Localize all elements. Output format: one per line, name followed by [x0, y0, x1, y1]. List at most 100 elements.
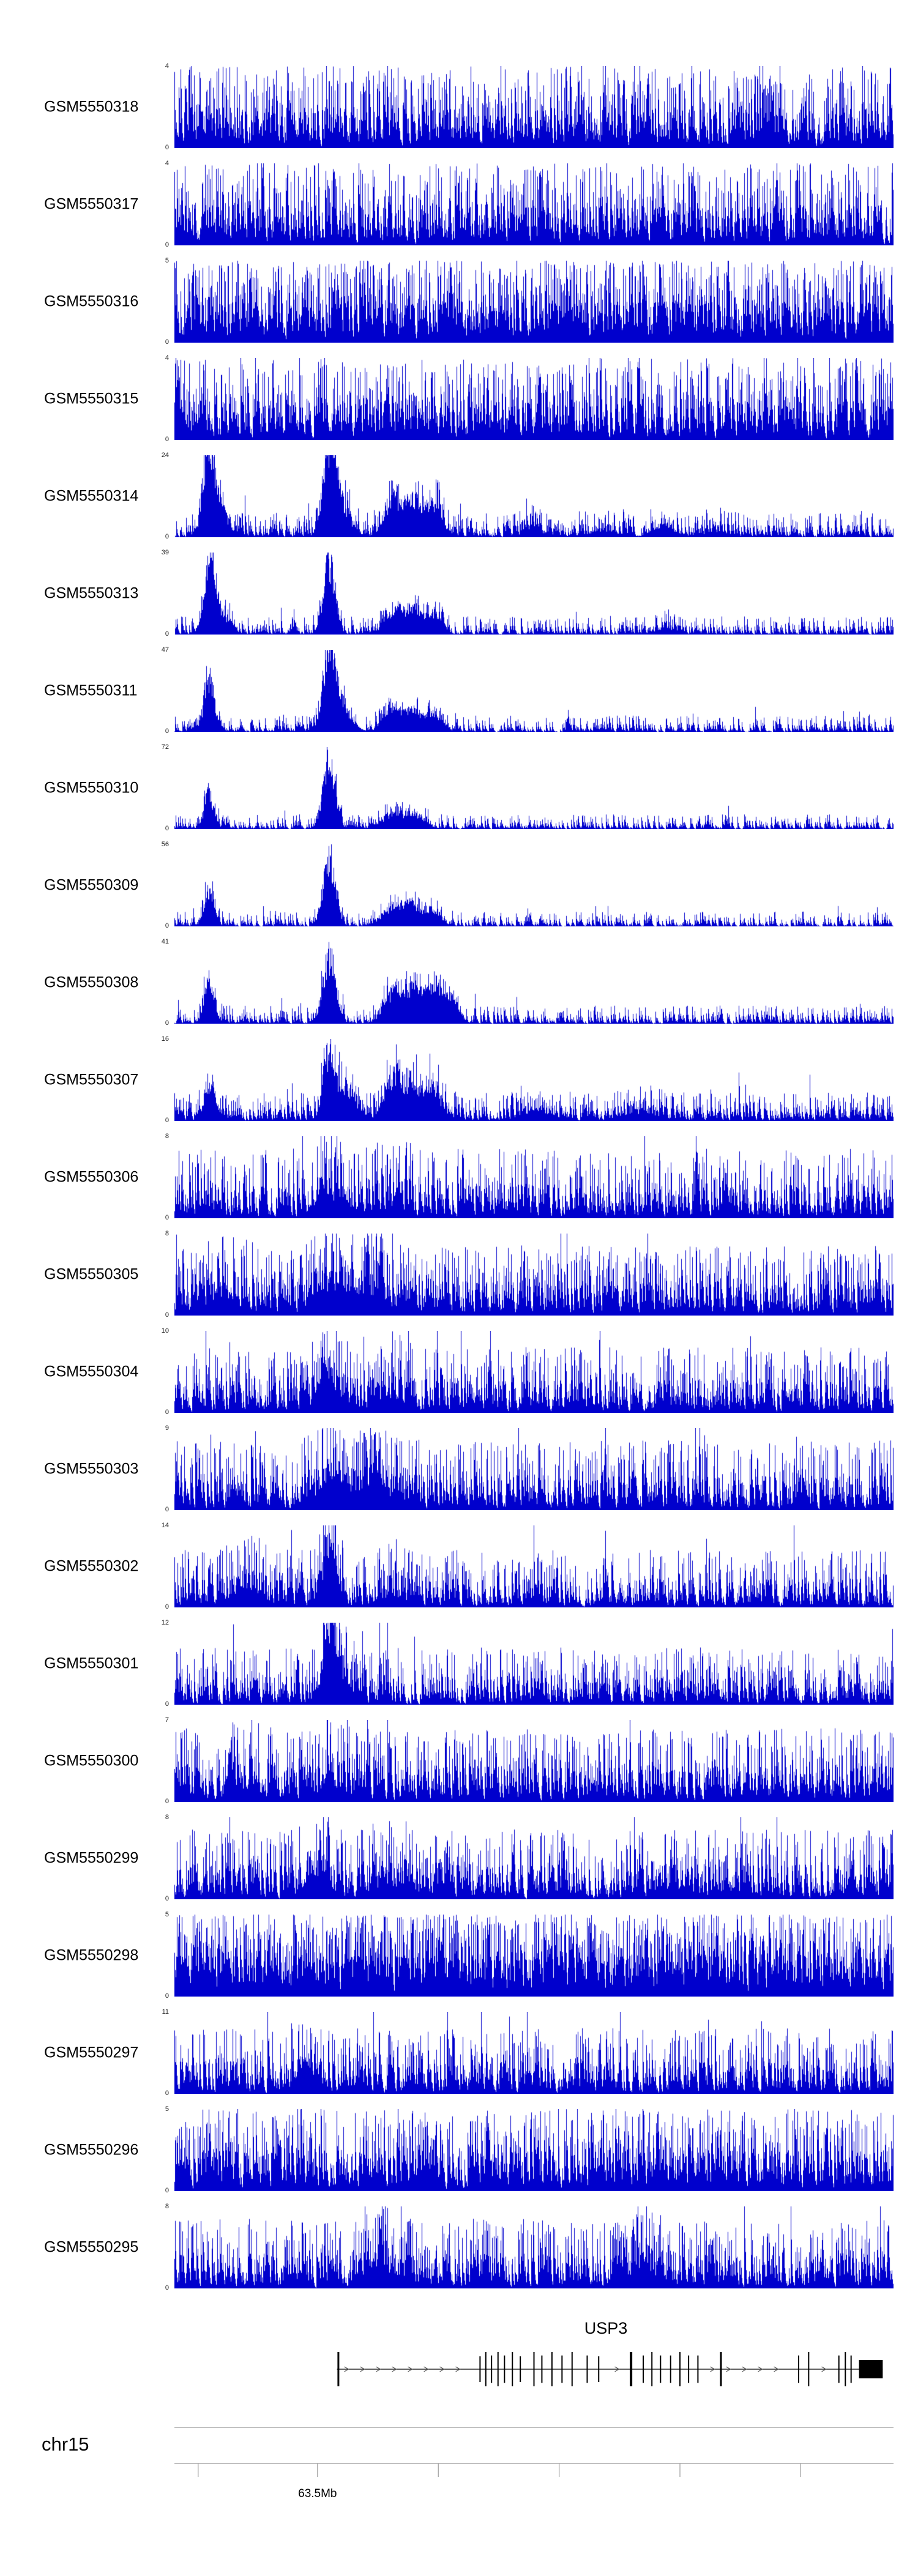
coverage-plot-GSM5550296	[174, 2109, 894, 2191]
track-label: GSM5550300	[44, 1752, 139, 1770]
coverage-plot-GSM5550315	[174, 358, 894, 440]
coverage-plot-GSM5550311	[174, 650, 894, 732]
y-axis-zero-label: 0	[165, 338, 169, 346]
y-axis-zero-label: 0	[165, 1603, 169, 1610]
track-label: GSM5550307	[44, 1071, 139, 1089]
y-axis-max-label: 12	[161, 1619, 169, 1626]
y-axis-max-label: 39	[161, 549, 169, 556]
coverage-plot-GSM5550306	[174, 1136, 894, 1218]
track-row-GSM5550300: GSM5550300 7 0	[0, 1716, 918, 1805]
coverage-plot-GSM5550300	[174, 1720, 894, 1802]
track-row-GSM5550304: GSM5550304 10 0	[0, 1328, 918, 1416]
coverage-plot-GSM5550297	[174, 2012, 894, 2094]
track-row-GSM5550297: GSM5550297 11 0	[0, 2009, 918, 2097]
track-row-GSM5550306: GSM5550306 8 0	[0, 1133, 918, 1221]
coverage-plot-GSM5550295	[174, 2206, 894, 2288]
track-label: GSM5550299	[44, 1849, 139, 1867]
y-axis-zero-label: 0	[165, 1992, 169, 2000]
y-axis-max-label: 16	[161, 1035, 169, 1043]
track-label: GSM5550302	[44, 1557, 139, 1575]
track-row-GSM5550314: GSM5550314 24 0	[0, 452, 918, 540]
track-row-GSM5550315: GSM5550315 4 0	[0, 354, 918, 443]
y-axis-max-label: 4	[165, 354, 169, 362]
y-axis-zero-label: 0	[165, 922, 169, 929]
y-axis-max-label: 5	[165, 257, 169, 264]
y-axis-zero-label: 0	[165, 436, 169, 443]
y-axis-max-label: 14	[161, 1522, 169, 1529]
y-axis-zero-label: 0	[165, 2284, 169, 2291]
track-row-GSM5550308: GSM5550308 41 0	[0, 938, 918, 1027]
track-row-GSM5550301: GSM5550301 12 0	[0, 1619, 918, 1708]
y-axis-max-label: 7	[165, 1716, 169, 1724]
chromosome-ruler: chr15 63.5Mb	[0, 2420, 918, 2542]
y-axis-zero-label: 0	[165, 1798, 169, 1805]
track-label: GSM5550318	[44, 98, 139, 116]
y-axis-max-label: 5	[165, 2105, 169, 2113]
y-axis-zero-label: 0	[165, 1311, 169, 1319]
coverage-plot-GSM5550303	[174, 1428, 894, 1510]
track-label: GSM5550298	[44, 1946, 139, 1964]
track-label: GSM5550303	[44, 1460, 139, 1478]
y-axis-zero-label: 0	[165, 2187, 169, 2194]
track-label: GSM5550309	[44, 876, 139, 894]
coverage-tracks: GSM5550318 4 0 GSM5550317 4 0 GSM5550316 5 0 GSM5…	[0, 62, 918, 2304]
coverage-plot-GSM5550304	[174, 1331, 894, 1413]
ruler-axis: 63.5Mb	[174, 2463, 894, 2500]
y-axis-max-label: 4	[165, 62, 169, 70]
gene-name-label: USP3	[584, 2319, 628, 2337]
y-axis-max-label: 8	[165, 1814, 169, 1821]
track-row-GSM5550303: GSM5550303 9 0	[0, 1425, 918, 1513]
y-axis-max-label: 41	[161, 938, 169, 945]
track-row-GSM5550298: GSM5550298 5 0	[0, 1911, 918, 2000]
track-label: GSM5550296	[44, 2141, 139, 2159]
coverage-plot-GSM5550307	[174, 1039, 894, 1121]
coverage-plot-GSM5550314	[174, 455, 894, 537]
y-axis-max-label: 8	[165, 2203, 169, 2210]
track-label: GSM5550311	[44, 682, 138, 699]
track-label: GSM5550306	[44, 1168, 139, 1186]
coverage-plot-GSM5550301	[174, 1623, 894, 1705]
y-axis-max-label: 72	[161, 743, 169, 751]
y-axis-max-label: 8	[165, 1133, 169, 1140]
coverage-plot-GSM5550316	[174, 261, 894, 343]
track-row-GSM5550302: GSM5550302 14 0	[0, 1522, 918, 1610]
svg-text:63.5Mb: 63.5Mb	[298, 2487, 337, 2500]
y-axis-zero-label: 0	[165, 1409, 169, 1416]
coverage-plot-GSM5550308	[174, 942, 894, 1024]
y-axis-max-label: 24	[161, 452, 169, 459]
y-axis-zero-label: 0	[165, 1214, 169, 1221]
track-label: GSM5550314	[44, 487, 139, 505]
y-axis-max-label: 8	[165, 1230, 169, 1237]
track-row-GSM5550313: GSM5550313 39 0	[0, 549, 918, 638]
y-axis-zero-label: 0	[165, 1117, 169, 1124]
coverage-plot-GSM5550313	[174, 553, 894, 635]
track-row-GSM5550295: GSM5550295 8 0	[0, 2203, 918, 2291]
track-row-GSM5550311: GSM5550311 47 0	[0, 646, 918, 735]
track-label: GSM5550308	[44, 973, 139, 991]
y-axis-zero-label: 0	[165, 630, 169, 638]
track-label: GSM5550310	[44, 779, 139, 797]
y-axis-zero-label: 0	[165, 144, 169, 151]
coverage-plot-GSM5550318	[174, 66, 894, 148]
coverage-plot-GSM5550298	[174, 1915, 894, 1997]
coverage-plot-GSM5550302	[174, 1525, 894, 1607]
coverage-plot-GSM5550310	[174, 747, 894, 829]
track-label: GSM5550304	[44, 1363, 139, 1380]
coverage-plot-GSM5550309	[174, 844, 894, 926]
track-label: GSM5550297	[44, 2044, 139, 2061]
y-axis-zero-label: 0	[165, 1895, 169, 1902]
coverage-plot-GSM5550305	[174, 1234, 894, 1316]
coverage-plot-GSM5550317	[174, 163, 894, 245]
track-label: GSM5550301	[44, 1655, 139, 1672]
y-axis-zero-label: 0	[165, 728, 169, 735]
track-row-GSM5550317: GSM5550317 4 0	[0, 160, 918, 248]
gene-model	[337, 2352, 883, 2386]
track-label: GSM5550317	[44, 195, 139, 213]
y-axis-max-label: 47	[161, 646, 169, 653]
track-label: GSM5550295	[44, 2238, 139, 2256]
y-axis-zero-label: 0	[165, 1506, 169, 1513]
y-axis-max-label: 5	[165, 1911, 169, 1918]
track-row-GSM5550296: GSM5550296 5 0	[0, 2105, 918, 2194]
track-row-GSM5550310: GSM5550310 72 0	[0, 743, 918, 832]
